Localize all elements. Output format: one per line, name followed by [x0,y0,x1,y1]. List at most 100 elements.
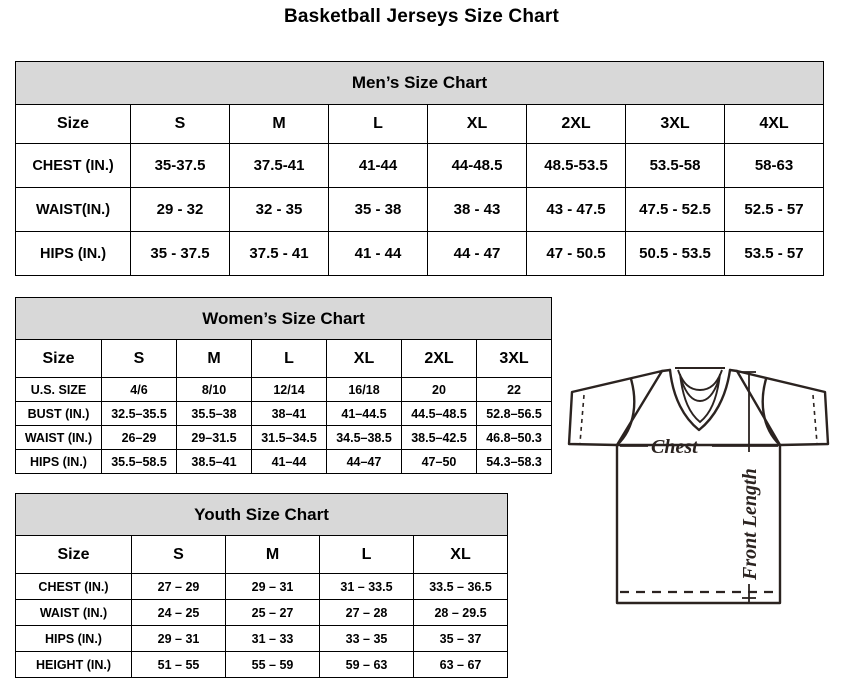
mens-hips-l: 41 - 44 [328,231,428,276]
mens-waist-4xl: 52.5 - 57 [723,187,825,232]
table-row: HIPS (IN.) 29 – 31 31 – 33 33 – 35 35 – … [15,625,509,652]
page-title: Basketball Jerseys Size Chart [283,6,560,27]
youth-height-xl: 63 – 67 [412,651,509,678]
chest-measure-label: Chest [651,436,699,458]
table-header-row: Size S M L XL [15,535,509,574]
mens-chest-2xl: 48.5-53.5 [526,143,626,188]
right-sleeve-hem-dashed-line [812,394,818,444]
womens-col-header-m: M [176,339,252,378]
youth-col-header-size: Size [15,535,132,574]
mens-col-header-s: S [130,104,230,144]
neck-outer-v-shape [668,368,732,432]
womens-col-header-size: Size [15,339,102,378]
youth-hips-xl: 35 – 37 [412,625,509,652]
right-armhole-curve [761,377,782,447]
youth-col-header-m: M [225,535,320,574]
womens-row-label-waist: WAIST (IN.) [15,425,102,450]
left-armhole-curve [615,377,636,447]
table-row: BUST (IN.) 32.5–35.5 35.5–38 38–41 41–44… [15,401,553,426]
table-caption-row: Women’s Size Chart [14,297,553,340]
womens-bust-m: 35.5–38 [176,401,252,426]
mens-waist-xl: 38 - 43 [427,187,527,232]
womens-row-label-us-size: U.S. SIZE [15,377,102,402]
youth-waist-xl: 28 – 29.5 [412,599,509,626]
mens-row-label-waist: WAIST(IN.) [15,187,131,232]
mens-waist-2xl: 43 - 47.5 [526,187,626,232]
youth-chest-l: 31 – 33.5 [319,573,414,600]
mens-hips-s: 35 - 37.5 [130,231,230,276]
womens-col-header-xl: XL [326,339,402,378]
neck-inner-v-shape [679,373,721,424]
womens-us-size-s: 4/6 [101,377,177,402]
womens-waist-2xl: 38.5–42.5 [401,425,477,450]
table-row: U.S. SIZE 4/6 8/10 12/14 16/18 20 22 [15,377,553,402]
table-row: CHEST (IN.) 27 – 29 29 – 31 31 – 33.5 33… [15,573,509,600]
womens-bust-xl: 41–44.5 [326,401,402,426]
mens-col-header-size: Size [15,104,131,144]
mens-table-caption: Men’s Size Chart [14,61,825,105]
youth-height-s: 51 – 55 [131,651,226,678]
youth-chest-s: 27 – 29 [131,573,226,600]
table-caption-row: Men’s Size Chart [14,61,825,105]
table-row: WAIST(IN.) 29 - 32 32 - 35 35 - 38 38 - … [15,187,825,232]
collar-inner-arc-2 [680,378,720,402]
womens-bust-s: 32.5–35.5 [101,401,177,426]
mens-chest-3xl: 53.5-58 [625,143,725,188]
mens-waist-s: 29 - 32 [130,187,230,232]
mens-row-label-hips: HIPS (IN.) [15,231,131,276]
womens-us-size-m: 8/10 [176,377,252,402]
mens-col-header-xl: XL [427,104,527,144]
womens-col-header-s: S [101,339,177,378]
mens-chest-4xl: 58-63 [723,143,825,188]
womens-col-header-2xl: 2XL [401,339,477,378]
mens-row-label-chest: CHEST (IN.) [15,143,131,188]
table-header-row: Size S M L XL 2XL 3XL [15,339,553,378]
left-shoulder-line [660,368,672,373]
mens-chest-m: 37.5-41 [229,143,329,188]
womens-size-chart-table: Women’s Size Chart Size S M L XL 2XL 3XL… [14,297,553,474]
table-header-row: Size S M L XL 2XL 3XL 4XL [15,104,825,144]
table-caption-row: Youth Size Chart [14,493,509,536]
mens-hips-m: 37.5 - 41 [229,231,329,276]
body-torso-shape [615,443,782,605]
womens-row-label-hips: HIPS (IN.) [15,449,102,474]
youth-waist-m: 25 – 27 [225,599,320,626]
womens-waist-l: 31.5–34.5 [251,425,327,450]
youth-table-caption: Youth Size Chart [14,493,509,536]
youth-chest-m: 29 – 31 [225,573,320,600]
mens-chest-s: 35-37.5 [130,143,230,188]
youth-hips-s: 29 – 31 [131,625,226,652]
left-sleeve-shape [567,369,664,447]
table-row: CHEST (IN.) 35-37.5 37.5-41 41-44 44-48.… [15,143,825,188]
front-length-measure-label: Front Length [739,468,761,581]
table-row: HIPS (IN.) 35 - 37.5 37.5 - 41 41 - 44 4… [15,231,825,276]
youth-waist-s: 24 – 25 [131,599,226,626]
mens-size-chart-table: Men’s Size Chart Size S M L XL 2XL 3XL 4… [14,61,825,276]
mens-hips-4xl: 53.5 - 57 [723,231,825,276]
table-row: WAIST (IN.) 26–29 29–31.5 31.5–34.5 34.5… [15,425,553,450]
mens-col-header-2xl: 2XL [526,104,626,144]
youth-hips-l: 33 – 35 [319,625,414,652]
mens-col-header-4xl: 4XL [723,104,825,144]
mens-waist-l: 35 - 38 [328,187,428,232]
mens-hips-3xl: 50.5 - 53.5 [625,231,725,276]
womens-waist-xl: 34.5–38.5 [326,425,402,450]
mens-waist-3xl: 47.5 - 52.5 [625,187,725,232]
womens-hips-m: 38.5–41 [176,449,252,474]
womens-us-size-2xl: 20 [401,377,477,402]
mens-chest-l: 41-44 [328,143,428,188]
youth-col-header-l: L [319,535,414,574]
womens-col-header-l: L [251,339,327,378]
womens-us-size-3xl: 22 [475,377,553,402]
mens-hips-2xl: 47 - 50.5 [526,231,626,276]
womens-row-label-bust: BUST (IN.) [15,401,102,426]
womens-bust-l: 38–41 [251,401,327,426]
youth-chest-xl: 33.5 – 36.5 [412,573,509,600]
womens-bust-2xl: 44.5–48.5 [401,401,477,426]
youth-height-l: 59 – 63 [319,651,414,678]
womens-hips-l: 41–44 [251,449,327,474]
table-row: WAIST (IN.) 24 – 25 25 – 27 27 – 28 28 –… [15,599,509,626]
youth-row-label-chest: CHEST (IN.) [15,573,132,600]
youth-row-label-waist: WAIST (IN.) [15,599,132,626]
womens-hips-3xl: 54.3–58.3 [475,449,553,474]
